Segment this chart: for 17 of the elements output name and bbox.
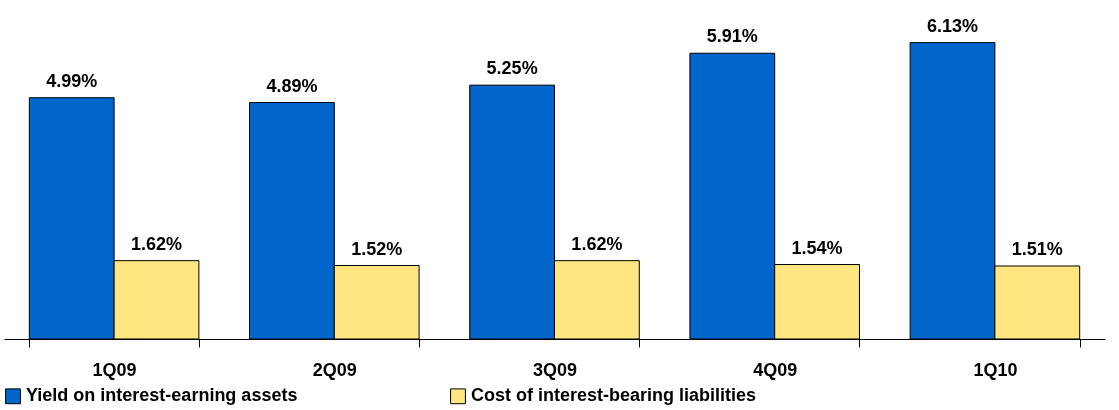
data-label: 4.89%	[266, 75, 318, 96]
data-label: 5.25%	[486, 58, 538, 79]
x-tick-label: 4Q09	[753, 359, 798, 380]
data-label: 1.62%	[571, 233, 623, 254]
data-label: 1.54%	[791, 237, 843, 258]
legend-label: Yield on interest-earning assets	[26, 385, 298, 406]
x-tick-label: 1Q09	[92, 359, 137, 380]
x-tick-label: 2Q09	[312, 359, 357, 380]
data-label: 6.13%	[926, 15, 979, 36]
x-tick-label: 1Q10	[973, 359, 1018, 380]
data-label: 4.99%	[46, 70, 98, 91]
data-label: 1.62%	[130, 233, 183, 254]
data-label: 5.91%	[706, 26, 758, 47]
data-label: 1.52%	[351, 238, 403, 259]
data-label: 1.51%	[1011, 238, 1063, 259]
x-tick-label: 3Q09	[532, 359, 578, 380]
legend-label: Cost of interest-bearing liabilities	[471, 385, 757, 406]
